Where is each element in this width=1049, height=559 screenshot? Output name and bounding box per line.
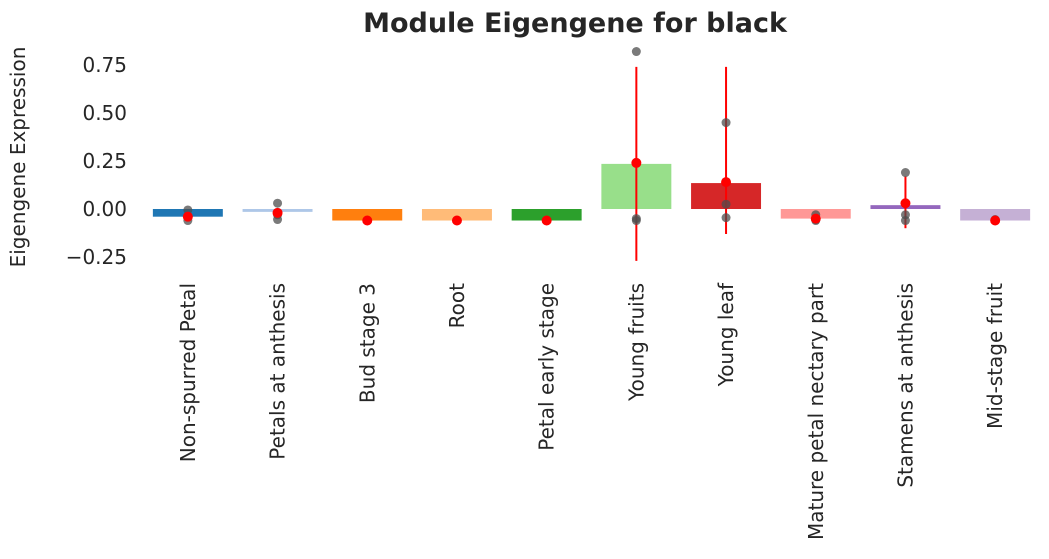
x-tick-label: Petal early stage [535, 283, 559, 451]
y-tick-label: −0.25 [66, 245, 127, 269]
y-tick-label: 0.50 [82, 101, 127, 125]
x-tick-label: Young leaf [714, 282, 738, 387]
bar [960, 209, 1031, 221]
y-tick-label: 0.25 [82, 149, 127, 173]
x-tick-label: Non-spurred Petal [176, 283, 200, 462]
data-point [900, 216, 910, 226]
x-tick-label: Petals at anthesis [266, 283, 290, 460]
data-point [721, 199, 731, 209]
error-bars [186, 66, 907, 261]
y-tick-label: 0.75 [82, 53, 127, 77]
data-point [631, 47, 641, 57]
bars [152, 163, 1031, 221]
chart-title: Module Eigengene for black [363, 8, 788, 39]
mean-marker [541, 215, 552, 226]
x-tick-label: Stamens at anthesis [893, 283, 917, 488]
mean-marker [182, 211, 193, 222]
y-ticks: −0.25 0.00 0.25 0.50 0.75 [66, 53, 127, 269]
x-ticks: Non-spurred Petal Petals at anthesis Bud s… [176, 282, 1007, 540]
data-point [721, 213, 731, 223]
mean-marker [631, 157, 642, 168]
bar [511, 209, 582, 221]
x-tick-label: Bud stage 3 [355, 283, 379, 403]
data-point [183, 205, 193, 215]
mean-marker [900, 198, 911, 209]
data-point [631, 216, 641, 226]
data-point [721, 118, 731, 128]
data-point [900, 168, 910, 178]
mean-marker [810, 213, 821, 224]
data-point [273, 198, 283, 208]
x-tick-label: Young fruits [624, 283, 648, 402]
x-tick-label: Root [445, 283, 469, 328]
bar [332, 209, 403, 221]
y-tick-label: 0.00 [82, 197, 127, 221]
mean-marker [721, 177, 732, 188]
bar [421, 209, 492, 221]
mean-marker [272, 207, 283, 218]
y-axis-label: Eigengene Expression [6, 47, 30, 268]
x-tick-label: Mid-stage fruit [983, 283, 1007, 429]
data-point [273, 215, 283, 225]
mean-marker [362, 215, 373, 226]
x-tick-label: Mature petal nectary part [804, 283, 828, 540]
mean-marker [451, 215, 462, 226]
mean-markers [182, 157, 1001, 226]
data-points [183, 47, 1000, 226]
mean-marker [990, 215, 1001, 226]
